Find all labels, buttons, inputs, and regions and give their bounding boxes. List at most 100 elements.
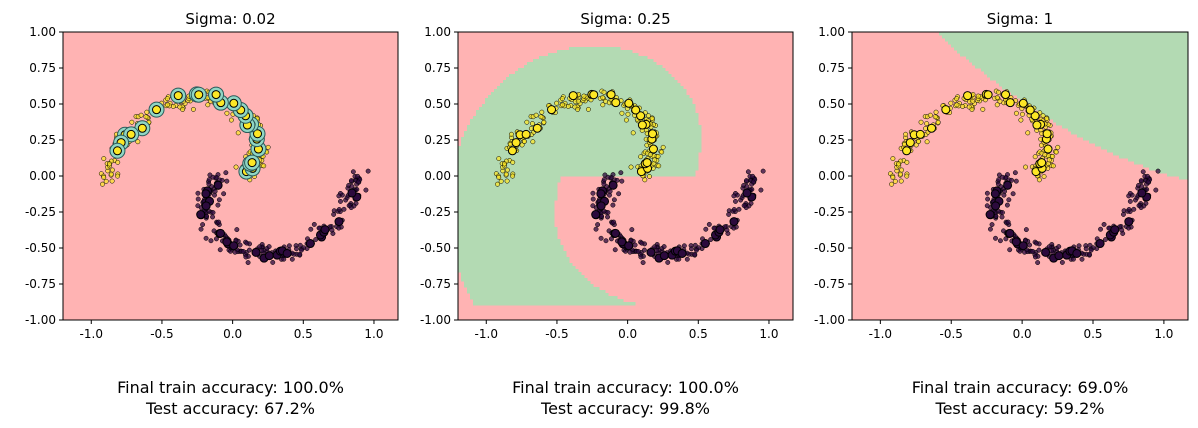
train-point-class0 bbox=[1072, 248, 1082, 258]
test-point-class1 bbox=[899, 167, 905, 173]
test-point-class1 bbox=[980, 106, 986, 112]
test-point-class0 bbox=[198, 226, 204, 232]
test-point-class0 bbox=[200, 222, 206, 228]
test-point-class0 bbox=[297, 251, 303, 257]
train-point-class0 bbox=[1041, 247, 1051, 257]
test-point-class1 bbox=[970, 98, 976, 104]
test-point-class0 bbox=[693, 247, 699, 253]
x-tick-label: 1.0 bbox=[1154, 327, 1173, 341]
train-point-class1 bbox=[606, 90, 616, 100]
train-point-class0 bbox=[990, 189, 1000, 199]
y-tick-label: 0.75 bbox=[424, 61, 451, 75]
test-point-class1 bbox=[623, 117, 629, 123]
test-point-class0 bbox=[1036, 247, 1042, 253]
test-point-class0 bbox=[1136, 203, 1142, 209]
test-point-class0 bbox=[1022, 249, 1027, 255]
test-point-class0 bbox=[607, 192, 612, 198]
test-point-class0 bbox=[244, 240, 250, 246]
test-point-class1 bbox=[898, 178, 904, 184]
panel-sigma-0.25: -1.0 -0.5 0.0 0.5 1.0 1.00 0.75 0.50 0.25 0.00 -0.… bbox=[420, 10, 794, 418]
test-point-class1 bbox=[655, 153, 661, 159]
test-point-class1 bbox=[508, 131, 514, 137]
test-point-class0 bbox=[298, 247, 304, 253]
test-point-class1 bbox=[109, 167, 115, 173]
test-point-class0 bbox=[221, 191, 227, 197]
train-point-class1 bbox=[152, 105, 162, 115]
test-point-class0 bbox=[195, 196, 201, 202]
train-point-class0 bbox=[1003, 180, 1013, 190]
test-point-class1 bbox=[224, 110, 230, 116]
train-point-class1 bbox=[905, 138, 915, 148]
test-point-class0 bbox=[216, 197, 222, 203]
train-point-class1 bbox=[211, 90, 221, 100]
y-tick-label: -0.25 bbox=[420, 205, 451, 219]
x-tick-label: -1.0 bbox=[869, 327, 892, 341]
test-point-class0 bbox=[661, 244, 667, 250]
test-point-class0 bbox=[611, 219, 617, 225]
test-point-class1 bbox=[1036, 177, 1042, 183]
test-point-class0 bbox=[989, 222, 995, 228]
test-point-class1 bbox=[1050, 153, 1056, 159]
test-point-class1 bbox=[115, 173, 121, 179]
test-point-class1 bbox=[103, 178, 109, 184]
test-point-class0 bbox=[641, 247, 647, 253]
test-point-class1 bbox=[933, 109, 939, 115]
y-tick-label: -0.50 bbox=[814, 241, 845, 255]
train-point-class1 bbox=[637, 120, 647, 130]
train-point-class0 bbox=[334, 217, 344, 227]
test-point-class1 bbox=[521, 139, 527, 144]
train-point-class1 bbox=[927, 123, 937, 133]
y-tick-label: 0.25 bbox=[29, 133, 56, 147]
test-point-class0 bbox=[1007, 247, 1013, 253]
test-point-class0 bbox=[246, 247, 252, 253]
test-point-class0 bbox=[703, 226, 709, 232]
y-tick-label: 0.25 bbox=[424, 133, 451, 147]
train-point-class0 bbox=[213, 180, 223, 190]
test-point-class0 bbox=[1088, 247, 1094, 253]
test-point-class0 bbox=[1006, 197, 1012, 203]
test-point-class1 bbox=[496, 156, 502, 162]
train-point-class0 bbox=[596, 189, 606, 199]
test-point-class1 bbox=[559, 96, 565, 102]
test-point-class1 bbox=[628, 164, 634, 170]
test-point-class0 bbox=[987, 226, 993, 232]
test-point-class1 bbox=[1055, 144, 1061, 150]
train-point-class0 bbox=[196, 210, 206, 220]
test-point-class0 bbox=[996, 177, 1002, 183]
test-point-class0 bbox=[689, 246, 694, 252]
train-point-class1 bbox=[568, 91, 578, 101]
test-point-class0 bbox=[346, 203, 352, 209]
train-point-class1 bbox=[611, 98, 621, 108]
test-point-class0 bbox=[1009, 177, 1015, 183]
test-point-class0 bbox=[331, 211, 337, 217]
train-point-class0 bbox=[216, 228, 226, 238]
test-point-class1 bbox=[504, 167, 510, 173]
test-point-class0 bbox=[1000, 210, 1005, 215]
test-point-class0 bbox=[595, 222, 601, 228]
train-point-class0 bbox=[742, 188, 752, 198]
x-tick-label: -0.5 bbox=[940, 327, 963, 341]
test-point-class0 bbox=[336, 225, 342, 231]
train-point-class1 bbox=[112, 146, 122, 156]
test-point-class0 bbox=[270, 259, 276, 265]
test-point-class0 bbox=[206, 177, 212, 183]
test-point-class0 bbox=[750, 173, 756, 179]
test-point-class1 bbox=[1050, 163, 1056, 169]
test-point-class0 bbox=[336, 207, 342, 212]
axes: -1.0 -0.5 0.0 0.5 1.0 1.00 0.75 0.50 0.25 0.00 -0.… bbox=[814, 25, 1189, 341]
test-point-class1 bbox=[924, 121, 930, 127]
test-point-class0 bbox=[619, 178, 625, 184]
test-point-class0 bbox=[1153, 187, 1159, 193]
test-point-class1 bbox=[533, 112, 539, 118]
test-point-class0 bbox=[985, 196, 991, 202]
train-accuracy-caption: Final train accuracy: 100.0% bbox=[117, 378, 344, 397]
train-point-class0 bbox=[222, 237, 232, 247]
train-point-class0 bbox=[591, 210, 601, 220]
train-point-class1 bbox=[648, 144, 658, 154]
train-point-class1 bbox=[636, 111, 646, 121]
test-point-class1 bbox=[109, 178, 115, 184]
test-point-class0 bbox=[206, 181, 212, 187]
test-point-class0 bbox=[1030, 248, 1036, 254]
test-point-class1 bbox=[560, 102, 566, 108]
test-point-class0 bbox=[1010, 191, 1016, 197]
